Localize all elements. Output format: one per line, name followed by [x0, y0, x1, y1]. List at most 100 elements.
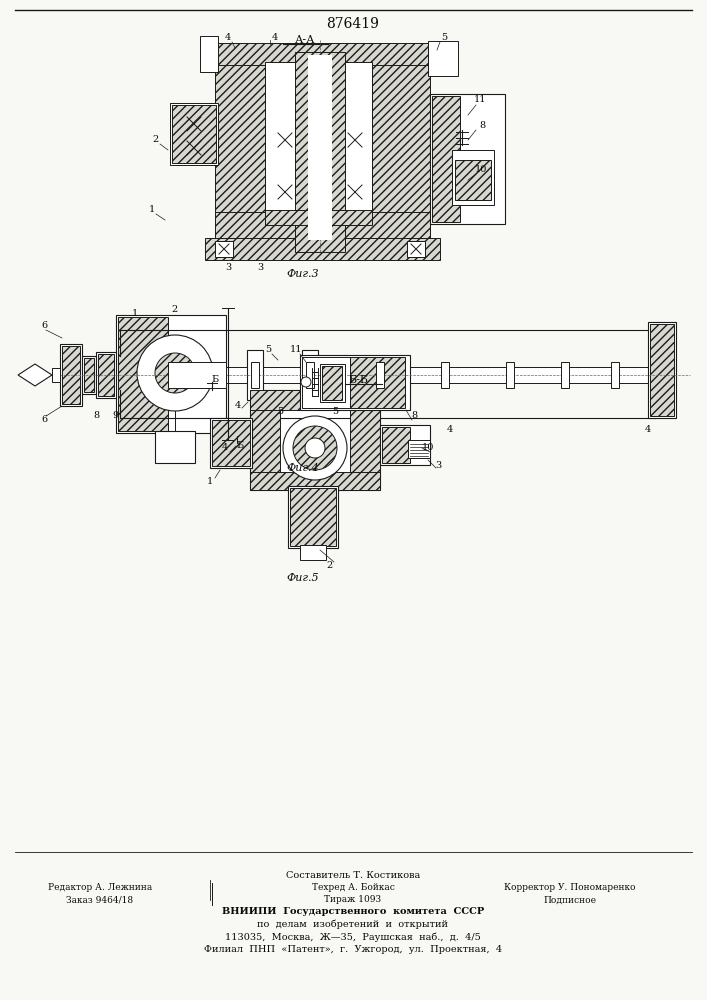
- Text: Заказ 9464/18: Заказ 9464/18: [66, 896, 134, 904]
- Text: 6: 6: [41, 416, 47, 424]
- Text: 3: 3: [435, 460, 441, 470]
- Bar: [611, 362, 619, 388]
- Text: 11: 11: [474, 96, 486, 104]
- Bar: [96, 352, 116, 398]
- Bar: [300, 355, 410, 410]
- Text: Техред А. Бойкас: Техред А. Бойкас: [312, 884, 395, 892]
- Text: 1: 1: [207, 478, 213, 487]
- Bar: [290, 488, 336, 546]
- Bar: [60, 344, 82, 406]
- Bar: [170, 103, 218, 165]
- Text: 5: 5: [277, 406, 283, 416]
- Bar: [215, 62, 265, 242]
- Bar: [506, 362, 514, 388]
- Bar: [52, 368, 60, 382]
- Text: Фиг.5: Фиг.5: [286, 573, 320, 583]
- Bar: [98, 354, 114, 396]
- Bar: [320, 364, 345, 402]
- Text: 8: 8: [93, 412, 99, 420]
- Bar: [648, 322, 676, 418]
- Bar: [205, 238, 440, 260]
- Text: Составитель Т. Костикова: Составитель Т. Костикова: [286, 871, 420, 880]
- Bar: [215, 43, 430, 65]
- Text: Б: Б: [211, 375, 218, 384]
- Text: 5: 5: [441, 33, 447, 42]
- Bar: [250, 472, 380, 490]
- Bar: [300, 545, 326, 560]
- Bar: [455, 160, 491, 200]
- Bar: [250, 390, 280, 490]
- Circle shape: [155, 353, 195, 393]
- Text: 4: 4: [222, 444, 228, 452]
- Text: 2: 2: [153, 135, 159, 144]
- Text: 4: 4: [235, 400, 241, 410]
- Bar: [302, 357, 350, 408]
- Text: ВНИИПИ  Государственного  комитета  СССР: ВНИИПИ Государственного комитета СССР: [222, 908, 484, 916]
- Bar: [382, 427, 410, 463]
- Text: Подписное: Подписное: [544, 896, 597, 904]
- Text: Тираж 1093: Тираж 1093: [325, 896, 382, 904]
- Bar: [84, 358, 94, 392]
- Bar: [432, 96, 460, 222]
- Text: 5: 5: [265, 346, 271, 355]
- Bar: [376, 362, 384, 388]
- Text: 1: 1: [132, 308, 138, 318]
- Text: 11: 11: [290, 346, 303, 355]
- Text: Корректор У. Пономаренко: Корректор У. Пономаренко: [504, 884, 636, 892]
- Text: Б: Б: [236, 442, 244, 450]
- Text: 2: 2: [327, 560, 333, 570]
- Bar: [350, 357, 405, 408]
- Circle shape: [305, 438, 325, 458]
- Bar: [62, 346, 80, 404]
- Bar: [308, 55, 332, 240]
- Bar: [372, 62, 430, 242]
- Bar: [168, 362, 226, 388]
- Text: 3: 3: [257, 262, 263, 271]
- Bar: [441, 362, 449, 388]
- Text: 5: 5: [332, 406, 338, 416]
- Text: 4: 4: [447, 426, 453, 434]
- Text: 1: 1: [149, 206, 155, 215]
- Text: 113035,  Москва,  Ж—35,  Раушская  наб.,  д.  4/5: 113035, Москва, Ж—35, Раушская наб., д. …: [225, 932, 481, 942]
- Bar: [212, 420, 250, 466]
- Polygon shape: [18, 364, 52, 386]
- Bar: [247, 350, 263, 400]
- Bar: [210, 418, 252, 468]
- Text: Редактор А. Лежнина: Редактор А. Лежнина: [48, 884, 152, 892]
- Text: 8: 8: [411, 410, 417, 420]
- Bar: [350, 390, 380, 490]
- Bar: [215, 212, 430, 242]
- Text: Фиг.4: Фиг.4: [286, 463, 320, 473]
- Text: 10: 10: [422, 444, 434, 452]
- Bar: [380, 425, 430, 465]
- Bar: [155, 431, 195, 463]
- Circle shape: [137, 335, 213, 411]
- Bar: [200, 36, 218, 72]
- Bar: [82, 356, 96, 394]
- Bar: [215, 241, 233, 257]
- Text: 9: 9: [112, 412, 118, 420]
- Circle shape: [283, 416, 347, 480]
- Text: А-А: А-А: [295, 35, 315, 45]
- Circle shape: [301, 377, 311, 387]
- Text: Филиал  ПНП  «Патент»,  г.  Ужгород,  ул.  Проектная,  4: Филиал ПНП «Патент», г. Ужгород, ул. Про…: [204, 946, 502, 954]
- Bar: [118, 317, 168, 431]
- Bar: [428, 41, 458, 76]
- Bar: [561, 362, 569, 388]
- Text: 4: 4: [645, 426, 651, 434]
- Bar: [288, 486, 338, 548]
- Bar: [408, 440, 430, 458]
- Text: 8: 8: [479, 120, 485, 129]
- Bar: [295, 52, 345, 252]
- Bar: [306, 362, 314, 388]
- Text: 6: 6: [41, 322, 47, 330]
- Text: Б-Б: Б-Б: [348, 375, 368, 385]
- Bar: [226, 367, 666, 383]
- Bar: [650, 324, 674, 416]
- Text: 4: 4: [225, 32, 231, 41]
- Circle shape: [293, 426, 337, 470]
- Bar: [250, 390, 380, 410]
- Bar: [116, 315, 226, 433]
- Bar: [172, 105, 216, 163]
- Bar: [250, 390, 380, 490]
